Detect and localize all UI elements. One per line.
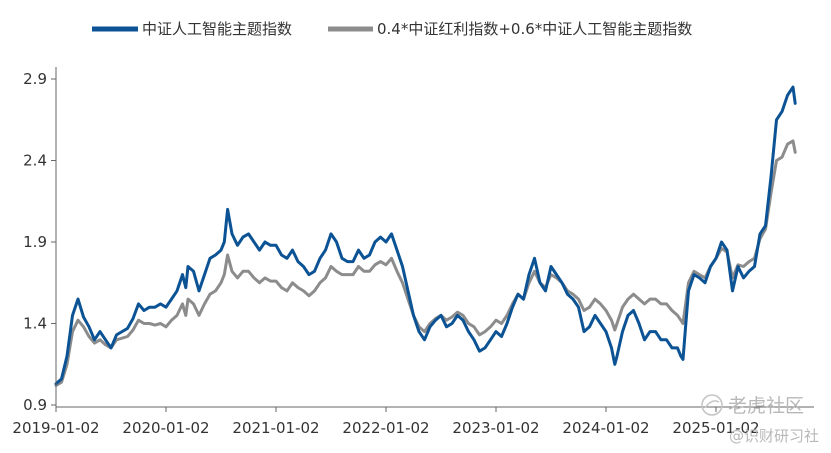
x-tick-label: 2025-01-02: [672, 419, 759, 437]
x-tick-label: 2020-01-02: [122, 419, 209, 437]
x-tick-label: 2024-01-02: [562, 419, 649, 437]
y-axis: 0.9 1.4 1.9 2.4 2.9: [23, 70, 56, 414]
tiger-logo-stripe-icon: [704, 400, 720, 409]
tiger-logo-icon: [701, 394, 723, 416]
watermark-title: 老虎社区: [728, 395, 804, 417]
y-tick-label: 0.9: [23, 396, 47, 414]
x-tick-label: 2019-01-02: [12, 419, 99, 437]
y-tick-label: 2.9: [23, 70, 47, 88]
series-line-dividend-ai-mix: [54, 139, 797, 387]
y-tick-label: 1.9: [23, 233, 47, 251]
watermark: 老虎社区 @识财研习社: [701, 394, 819, 445]
legend-label-series-2: 0.4*中证红利指数+0.6*中证人工智能主题指数: [377, 20, 692, 38]
x-tick-label: 2023-01-02: [452, 419, 539, 437]
watermark-handle: @识财研习社: [729, 427, 819, 445]
x-tick-label: 2022-01-02: [342, 419, 429, 437]
legend-label-series-1: 中证人工智能主题指数: [142, 20, 292, 38]
series-line-ai-index: [54, 85, 797, 386]
x-tick-label: 2021-01-02: [232, 419, 319, 437]
legend: 中证人工智能主题指数 0.4*中证红利指数+0.6*中证人工智能主题指数: [92, 20, 692, 38]
plot-area: [54, 85, 797, 387]
x-axis: 2019-01-02 2020-01-02 2021-01-02 2022-01-02…: [12, 407, 760, 437]
y-tick-label: 2.4: [23, 152, 47, 170]
y-tick-label: 1.4: [23, 315, 47, 333]
